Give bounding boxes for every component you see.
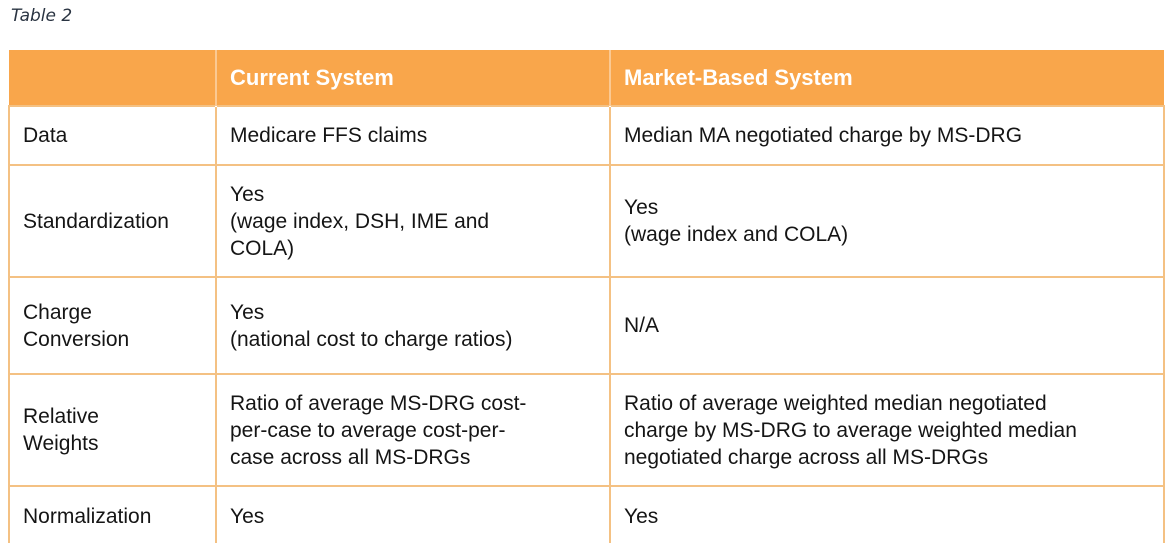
table-row-standardization: Standardization Yes (wage index, DSH, IM…: [8, 164, 1165, 278]
row-label-charge-conversion: Charge Conversion: [8, 276, 217, 375]
table-row-data: Data Medicare FFS claims Median MA negot…: [8, 105, 1165, 166]
cell-charge-conversion-current: Yes (national cost to charge ratios): [215, 276, 611, 375]
cell-standardization-market: Yes (wage index and COLA): [609, 164, 1165, 278]
cell-normalization-market: Yes: [609, 485, 1165, 543]
row-label-normalization: Normalization: [8, 485, 217, 543]
row-label-data: Data: [8, 105, 217, 166]
cell-data-market: Median MA negotiated charge by MS-DRG: [609, 105, 1165, 166]
cell-normalization-current: Yes: [215, 485, 611, 543]
comparison-table: Current System Market-Based System Data …: [8, 50, 1165, 543]
cell-charge-conversion-market: N/A: [609, 276, 1165, 375]
table-row-charge-conversion: Charge Conversion Yes (national cost to …: [8, 276, 1165, 375]
header-empty-cell: [9, 50, 216, 106]
row-label-relative-weights: Relative Weights: [8, 373, 217, 487]
cell-data-current: Medicare FFS claims: [215, 105, 611, 166]
cell-standardization-current: Yes (wage index, DSH, IME and COLA): [215, 164, 611, 278]
cell-relative-weights-market: Ratio of average weighted median negotia…: [609, 373, 1165, 487]
header-current-system: Current System: [215, 50, 610, 106]
header-market-based-system: Market-Based System: [609, 50, 1164, 106]
table-row-normalization: Normalization Yes Yes: [8, 485, 1165, 543]
table-row-relative-weights: Relative Weights Ratio of average MS-DRG…: [8, 373, 1165, 487]
row-label-standardization: Standardization: [8, 164, 217, 278]
header-row: Current System Market-Based System: [9, 50, 1164, 106]
table-caption: Table 2: [11, 6, 73, 26]
cell-relative-weights-current: Ratio of average MS-DRG cost- per-case t…: [215, 373, 611, 487]
